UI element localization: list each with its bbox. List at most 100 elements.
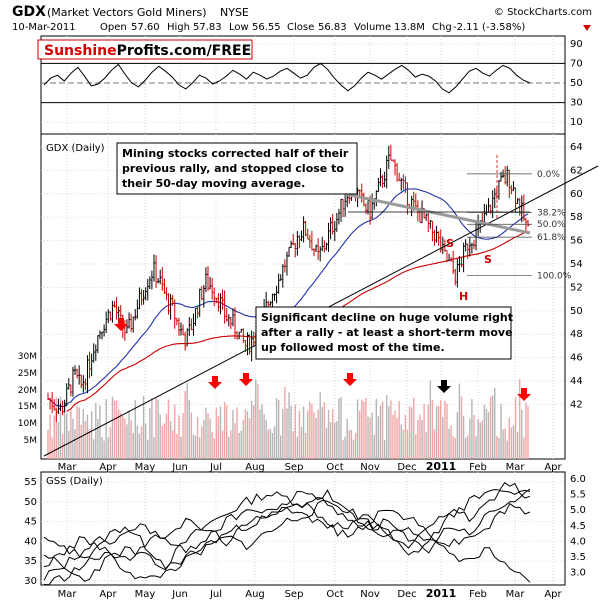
volume-bar [431,400,434,459]
volume-bar [319,392,321,459]
volume-bar [363,401,365,459]
x-tick-label: Oct [326,462,343,473]
volume-bar [109,427,112,459]
volume-bar [460,396,463,459]
volume-bar [86,414,89,459]
volume-bar [413,397,415,459]
chg-label: Chg [432,22,452,33]
x-tick-label: May [135,462,156,473]
volume-bar [437,406,440,459]
volume-bar [186,383,188,459]
volume-bar [226,405,228,459]
volume-bar [311,403,313,459]
x-tick-label: Apr [544,462,562,473]
volume-bar [153,437,155,459]
volume-bar [342,439,344,459]
down-triangle-icon [583,25,591,31]
volume-bar [250,400,253,459]
volume-bar [201,426,203,459]
annotation-pointer [344,192,531,235]
x-tick-label: Sep [285,589,304,600]
x-tick-label: Jun [171,462,188,473]
price-tick-label: 62 [570,165,583,176]
high-label: High [167,22,190,33]
gss-right-tick: 4.5 [570,521,586,532]
volume-bar [485,408,488,459]
volume-bar [101,437,103,459]
volume-bar [255,379,257,459]
volume-bar [275,398,278,459]
volume-bar [263,414,265,459]
volume-bar [194,435,197,459]
volume-bar [163,423,166,459]
volume-bar [230,430,232,459]
volume-bar [267,429,269,459]
volume-bar [425,431,427,459]
volume-bar [361,399,363,459]
volume-bar [151,398,153,459]
price-panel-title: GDX (Daily) [46,143,105,154]
volume-bar [223,401,226,459]
volume-bar [408,406,411,459]
ohlc-readout: Open 57.60 High 57.83 Low 56.55 Close 56… [100,22,525,33]
volume-bar [504,428,506,459]
x-tick-label: Mar [506,462,526,473]
volume-bar [57,422,60,459]
volume-bar [213,437,215,459]
rsi-tick-label: 50 [570,78,583,89]
x-tick-label: Nov [360,589,380,600]
volume-bar [483,404,486,459]
volume-bar [142,396,145,459]
volume-bar [496,436,498,459]
open-label: Open [100,22,127,33]
x-tick-label: Feb [469,462,487,473]
volume-bar [228,436,230,459]
volume-bar [419,414,421,459]
volume-bar [203,420,205,459]
gss-right-tick: 5.0 [570,505,586,516]
x-tick-label: Dec [397,589,416,600]
volume-bar [356,399,359,459]
volume-bar [273,426,276,459]
volume-bar [406,429,409,459]
volume-bar [248,418,251,459]
volume-bar [440,400,442,459]
gss-left-tick: 35 [24,556,37,567]
volume-bar [317,409,319,459]
volume-bar [429,380,432,459]
brand-box [37,39,253,60]
gss-component-line [43,502,531,568]
x-tick-label: Feb [469,589,487,600]
chart-exchange: NYSE [220,6,249,19]
volume-bar [167,399,170,459]
x-tick-label: Mar [58,589,78,600]
volume-bar [442,416,444,459]
volume-bar [527,405,529,459]
volume-bar [169,421,172,459]
volume-bar [307,410,309,459]
volume-tick-label: 20M [18,386,37,396]
volume-bar [269,428,272,459]
hs-left-shoulder: S [446,237,454,250]
volume-bar [261,404,263,459]
volume-bar [126,424,128,459]
x-tick-label: Jun [171,589,188,600]
volume-bar [59,396,62,459]
gss-lines [43,482,531,586]
volume-bar [120,412,122,459]
volume-bar [207,413,209,459]
price-tick-label: 54 [570,259,583,270]
chart-date: 10-Mar-2011 [12,22,76,33]
volume-bar [398,401,400,459]
volume-bar [433,429,436,459]
x-tick-label: Jul [209,589,222,600]
gss-component-line [43,489,531,559]
volume-bar [302,406,305,459]
volume-bar [271,433,274,459]
volume-bar [358,410,361,459]
fib-label: 0.0% [537,170,560,180]
volume-bar [78,407,80,459]
gss-right-tick: 6.0 [570,474,586,485]
low-value: 56.55 [252,22,281,33]
volume-bar [510,427,513,459]
